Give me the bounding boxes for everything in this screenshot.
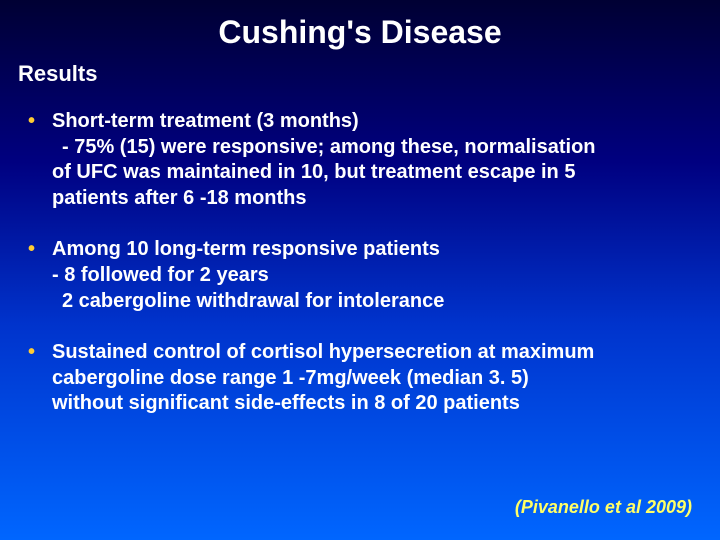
bullet-sub-text: 2 cabergoline withdrawal for intolerance xyxy=(28,289,692,315)
citation-text: (Pivanello et al 2009) xyxy=(515,497,692,518)
bullet-sub-text: - 75% (15) were responsive; among these,… xyxy=(28,135,692,161)
bullet-sub-text: - 8 followed for 2 years xyxy=(28,263,692,289)
bullet-item: • Short-term treatment (3 months) - 75% … xyxy=(28,109,692,211)
bullet-sub-text: of UFC was maintained in 10, but treatme… xyxy=(28,160,692,186)
bullet-icon: • xyxy=(28,109,52,135)
bullet-sub-text: patients after 6 -18 months xyxy=(28,186,692,212)
bullet-item: • Sustained control of cortisol hypersec… xyxy=(28,340,692,417)
slide-content: • Short-term treatment (3 months) - 75% … xyxy=(0,87,720,417)
bullet-head-text: Sustained control of cortisol hypersecre… xyxy=(52,340,692,366)
bullet-head-text: Short-term treatment (3 months) xyxy=(52,109,692,135)
bullet-icon: • xyxy=(28,237,52,263)
bullet-item: • Among 10 long-term responsive patients… xyxy=(28,237,692,314)
bullet-sub-text: cabergoline dose range 1 -7mg/week (medi… xyxy=(28,366,692,392)
bullet-head-text: Among 10 long-term responsive patients xyxy=(52,237,692,263)
bullet-icon: • xyxy=(28,340,52,366)
slide-subtitle: Results xyxy=(0,51,720,87)
bullet-sub-text: without significant side-effects in 8 of… xyxy=(28,391,692,417)
slide-title: Cushing's Disease xyxy=(0,0,720,51)
